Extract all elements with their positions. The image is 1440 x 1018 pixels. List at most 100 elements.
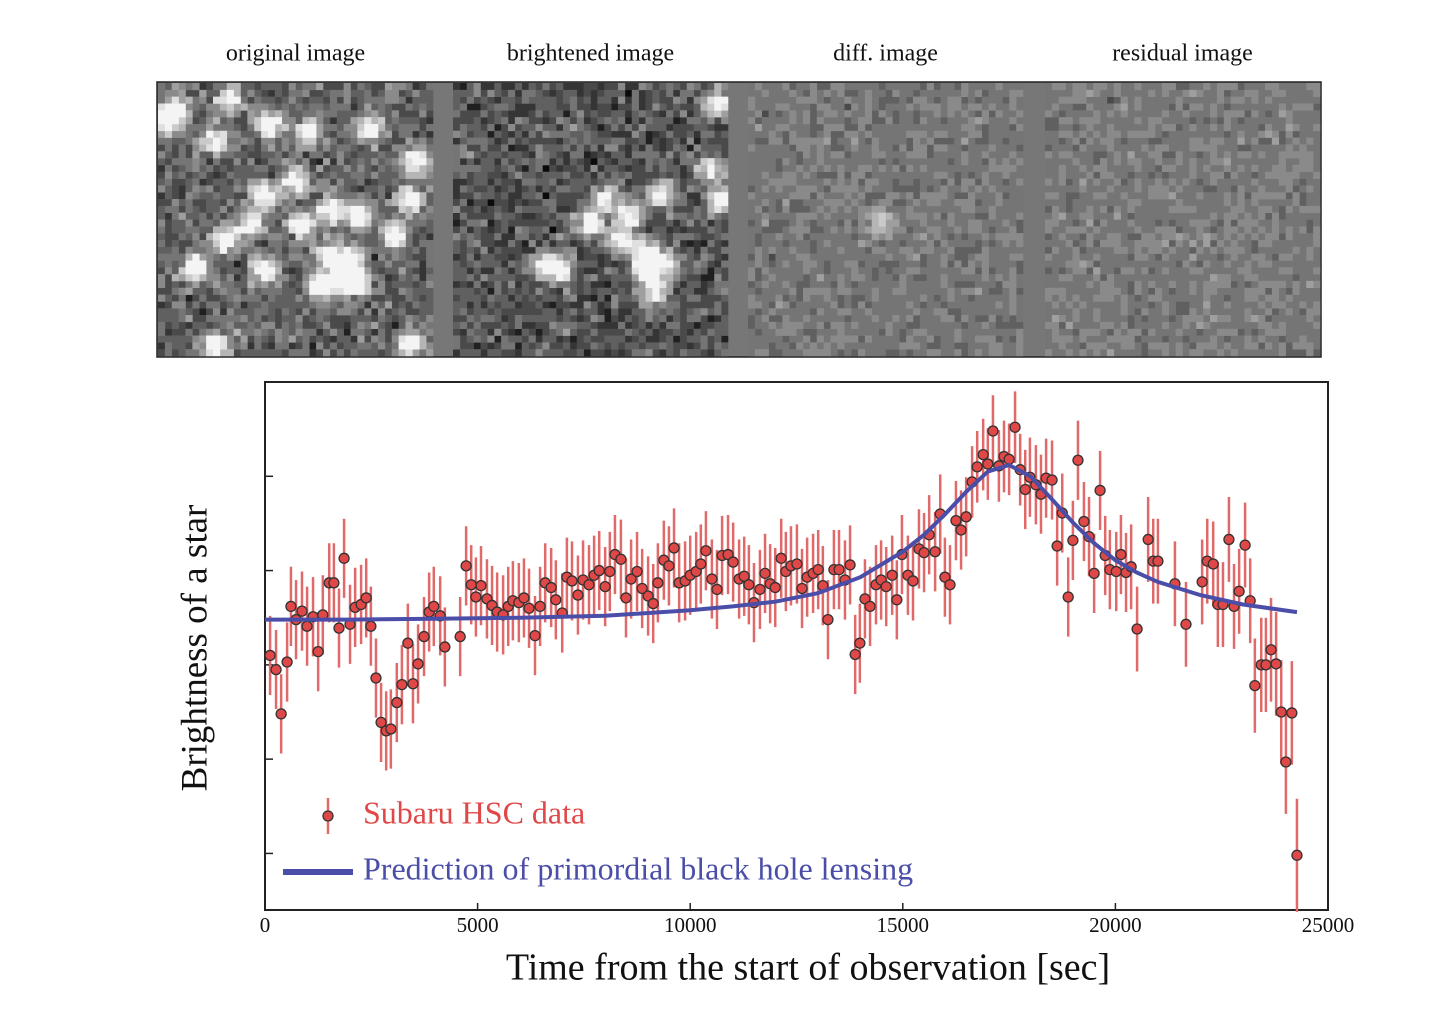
data-point <box>711 583 723 596</box>
data-point <box>759 567 771 580</box>
data-point <box>1275 706 1287 718</box>
data-point <box>982 458 994 470</box>
data-point <box>1249 679 1261 692</box>
data-point <box>944 579 956 591</box>
data-point <box>636 582 648 595</box>
data-point <box>1196 576 1208 588</box>
data-point <box>1152 555 1164 567</box>
data-point <box>960 511 972 523</box>
data-point <box>365 620 377 632</box>
data-point <box>706 573 718 585</box>
data-point <box>1260 659 1272 671</box>
data-point <box>599 580 611 593</box>
data-point <box>338 552 350 564</box>
data-point <box>412 658 424 670</box>
legend-label: Prediction of primordial black hole lens… <box>363 850 913 886</box>
data-point <box>550 594 562 606</box>
data-point <box>333 622 345 634</box>
data-point <box>891 594 903 606</box>
data-point <box>1142 533 1154 546</box>
data-point <box>583 579 595 591</box>
data-point <box>955 524 967 536</box>
x-tick-label: 0 <box>260 913 271 937</box>
data-point <box>264 649 276 662</box>
data-point <box>281 656 293 668</box>
image-pixels <box>871 212 893 234</box>
data-point <box>907 575 919 587</box>
data-point <box>844 559 856 571</box>
data-point <box>743 579 755 591</box>
data-point <box>1019 483 1031 496</box>
data-point <box>1062 591 1074 603</box>
image-pixels <box>754 117 983 309</box>
data-point <box>859 593 871 605</box>
image-title: original image <box>226 41 365 67</box>
data-point <box>1110 565 1122 578</box>
image-pixels <box>535 96 729 302</box>
image-strip: original image brightened image diff. imag… <box>156 41 1322 358</box>
data-point <box>604 565 616 578</box>
data-point <box>668 542 680 554</box>
data-point <box>1131 623 1143 635</box>
data-point <box>1094 484 1106 497</box>
data-point <box>439 641 451 653</box>
data-point <box>1223 533 1235 546</box>
data-point <box>647 597 659 610</box>
data-point <box>385 723 397 735</box>
data-point <box>1072 454 1084 466</box>
data-point <box>534 600 546 613</box>
data-point <box>1207 558 1219 570</box>
data-point <box>396 679 408 691</box>
data-point <box>652 577 664 589</box>
data-point <box>1180 618 1192 630</box>
y-axis-label: Brightness of a star <box>174 505 215 792</box>
image-pixels <box>1045 83 1321 357</box>
data-point <box>849 648 861 661</box>
x-axis-label: Time from the start of observation [sec] <box>506 947 1110 989</box>
data-point <box>1078 515 1090 528</box>
image-pixels <box>748 83 1024 357</box>
x-tick-label: 10000 <box>664 913 717 937</box>
legend-label: Subaru HSC data <box>363 794 585 830</box>
data-point <box>270 663 282 676</box>
data-point <box>328 577 340 589</box>
data-point <box>312 646 324 658</box>
data-point <box>615 553 627 565</box>
data-point <box>642 590 654 602</box>
data-point <box>812 563 824 576</box>
data-point <box>1291 849 1303 861</box>
data-point <box>454 630 466 643</box>
data-point <box>1009 421 1021 433</box>
x-tick-label: 15000 <box>877 913 930 937</box>
data-point <box>833 563 845 576</box>
data-point <box>822 613 834 626</box>
data-point <box>1239 539 1251 551</box>
legend-marker <box>322 810 334 822</box>
data-point <box>1265 644 1277 656</box>
data-point <box>796 582 808 595</box>
data-point <box>950 514 962 527</box>
image-title: diff. image <box>833 41 938 67</box>
data-point <box>631 565 643 578</box>
data-point <box>1003 453 1015 465</box>
data-point <box>1286 707 1298 719</box>
data-point <box>360 592 372 604</box>
data-point <box>1088 567 1100 580</box>
data-point <box>738 570 750 582</box>
data-point <box>407 678 419 690</box>
image-pixels <box>158 83 434 357</box>
image-title: residual image <box>1112 41 1253 67</box>
data-point <box>695 558 707 570</box>
data-point <box>1115 548 1127 561</box>
data-point <box>1051 540 1063 552</box>
data-point <box>854 637 866 649</box>
image-pixels <box>453 83 729 357</box>
data-point <box>475 580 487 592</box>
data-point <box>470 591 482 603</box>
data-point <box>864 600 876 613</box>
data-point <box>620 592 632 604</box>
data-point <box>791 558 803 570</box>
image-title: brightened image <box>507 41 674 67</box>
data-point <box>663 560 675 572</box>
data-point <box>296 605 308 617</box>
